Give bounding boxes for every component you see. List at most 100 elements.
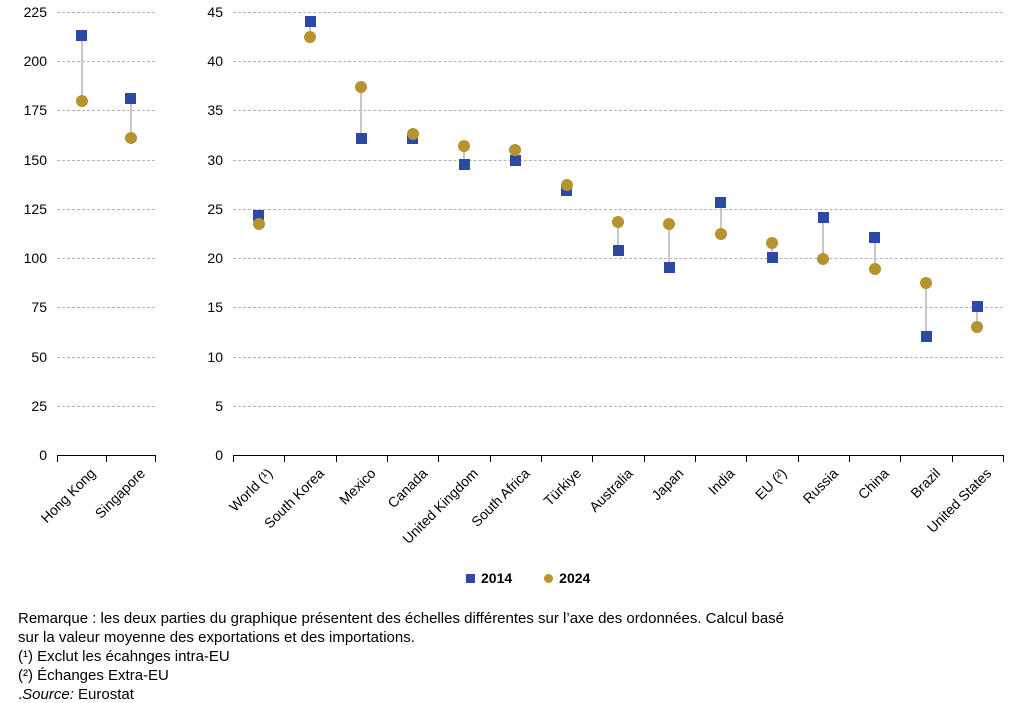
x-axis-tick [746,456,748,462]
x-axis-line [57,455,156,456]
marker-2014 [253,210,265,222]
note-remark-line1: Remarque : les deux parties du graphique… [18,610,785,627]
x-axis-tick [106,456,107,462]
y-axis-label: 5 [215,397,223,414]
gridline [233,12,1003,13]
y-axis-label: 45 [207,4,223,20]
marker-2024 [817,253,830,266]
gridline [233,356,1003,358]
marker-2014 [663,262,675,274]
category-label: Mexico [335,465,379,508]
gridline [233,61,1003,63]
y-axis-label: 20 [207,250,223,267]
connector-line [463,145,465,165]
marker-2024 [766,237,778,250]
x-axis-tick [57,456,58,462]
gridline [233,110,1003,112]
connector-line [129,98,132,138]
y-axis-label: 50 [31,348,47,365]
x-axis-line [233,455,1004,456]
marker-2024 [714,228,727,241]
x-axis-tick [155,456,156,462]
marker-2024 [458,139,470,152]
legend-square-icon [466,573,475,583]
marker-2024 [252,217,265,230]
marker-2024 [663,217,676,230]
gridline [57,12,155,13]
marker-2024 [406,128,419,141]
x-axis-tick [900,456,902,462]
note-source-label: Source: [22,686,74,703]
category-label: China [854,465,892,503]
connector-line [771,243,773,258]
x-axis-tick [797,456,799,462]
marker-2024 [124,132,137,144]
note-remark: Remarque : les deux parties du graphique… [18,609,888,647]
marker-2014 [766,251,778,263]
marker-2014 [971,300,983,312]
category-label: Hong Kong [37,465,99,526]
marker-2014 [76,30,87,42]
y-axis-label: 25 [207,200,223,217]
chart-notes: Remarque : les deux parties du graphique… [18,609,888,703]
note-source-prefix: . [18,686,23,703]
marker-2024 [560,179,573,192]
y-axis-label: 25 [31,397,47,414]
gridline [57,208,155,210]
marker-2014 [817,212,829,224]
gridline [57,307,155,309]
y-axis-label: 10 [207,348,223,365]
y-axis-label: 200 [23,53,47,70]
x-axis-tick [695,456,696,462]
gridline [233,258,1003,260]
x-axis-tick [643,456,645,462]
category-label: Canada [383,465,430,511]
legend-circle-icon [544,573,554,583]
marker-2024 [355,80,368,93]
x-axis-tick [951,456,953,462]
y-axis-label: 100 [23,250,47,267]
category-label: Japan [648,465,687,504]
legend-label: 2024 [559,570,591,586]
connector-line [309,21,311,37]
category-label: World (¹) [226,465,276,515]
marker-2024 [971,321,984,334]
gridline [233,307,1003,309]
marker-2014 [920,331,932,343]
marker-2014 [355,133,367,145]
y-axis-label: 30 [207,151,223,168]
category-label: India [705,465,738,498]
marker-2014 [509,155,521,167]
gridline [233,208,1003,210]
category-label: Brazil [907,465,944,502]
legend-label: 2014 [481,570,513,586]
marker-2014 [869,231,881,243]
gridline [233,405,1003,407]
marker-2014 [612,244,624,256]
x-axis-tick [284,456,286,462]
category-label: Russia [799,465,841,507]
connector-line [719,202,722,235]
connector-line [80,35,83,101]
marker-2024 [920,276,932,289]
marker-2014 [304,16,316,28]
category-label: Australia [585,465,636,515]
x-axis-tick [849,456,850,462]
category-label: Türkiye [540,465,584,509]
x-axis-tick [592,456,594,462]
gridline [57,61,155,63]
connector-line [360,86,363,139]
connector-line [668,223,671,268]
gridline [57,356,155,358]
marker-2014 [458,159,470,171]
x-axis-tick [541,456,542,462]
x-axis-tick [1003,456,1004,462]
x-axis-tick [233,456,234,462]
y-axis-label: 225 [23,4,47,20]
connector-line [976,306,979,328]
chart-legend: 2014 2024 [466,570,590,586]
y-axis-label: 40 [207,53,223,70]
connector-line [925,282,927,337]
y-axis-label: 125 [23,200,47,217]
legend-item: 2014 [466,570,512,586]
